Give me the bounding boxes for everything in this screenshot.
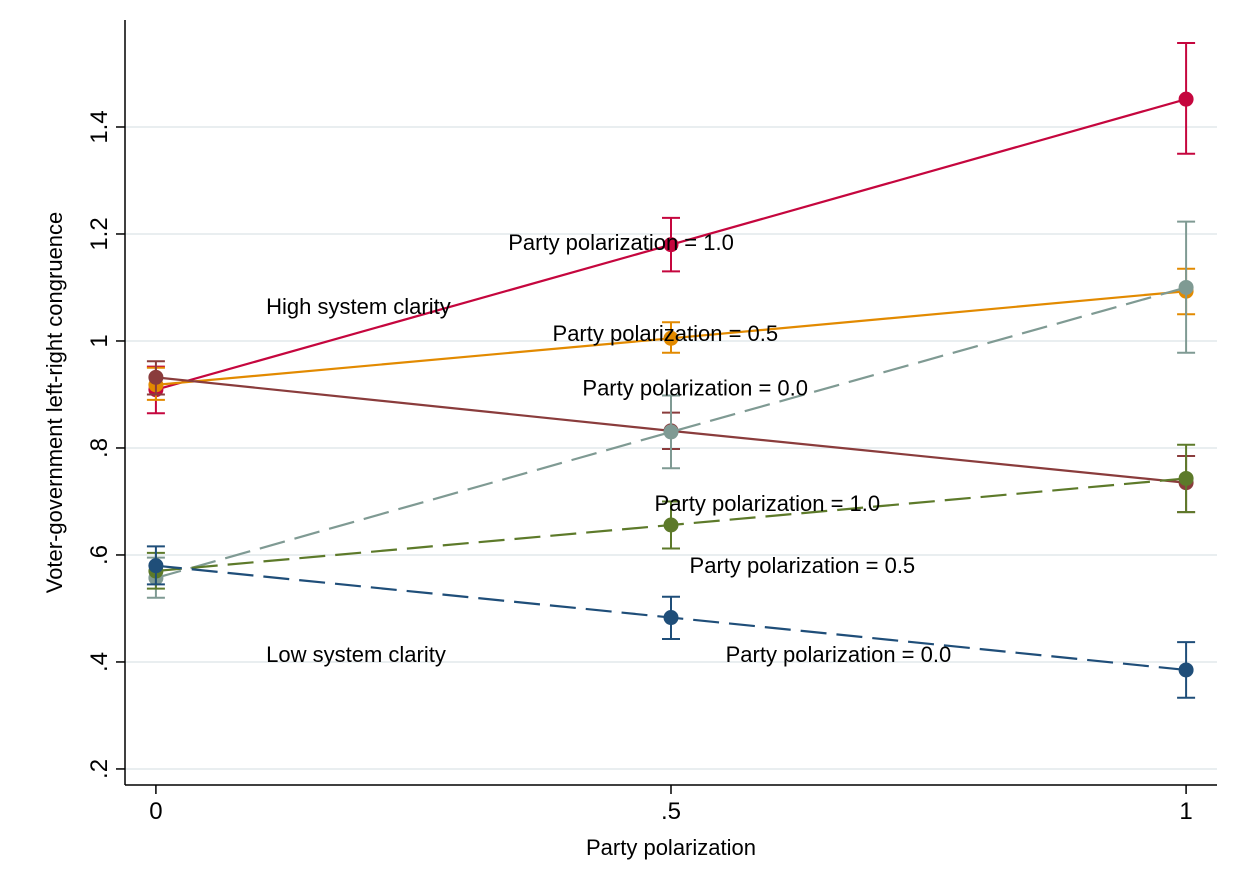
data-point — [1178, 470, 1194, 486]
data-point — [663, 237, 679, 253]
series-5 — [146, 545, 1196, 699]
data-point — [663, 517, 679, 533]
x-tick-label: 0 — [149, 798, 162, 825]
annotation-label: Low system clarity — [266, 642, 446, 667]
data-point — [663, 610, 679, 626]
y-tick-label: .6 — [86, 545, 113, 565]
annotation-label: Party polarization = 0.0 — [726, 642, 952, 667]
annotations-layer: Party polarization = 1.0 High system clar… — [266, 230, 951, 667]
y-tick-label: .8 — [86, 438, 113, 458]
y-tick-label: 1 — [86, 334, 113, 347]
series-layer — [146, 42, 1196, 699]
axes: .2 .4 .6 .8 1 1.2 1.4 0 .5 1 — [86, 20, 1217, 825]
y-tick-label: 1.2 — [86, 217, 113, 250]
annotation-label: Party polarization = 0.5 — [553, 321, 779, 346]
data-point — [1178, 91, 1194, 107]
annotation-label: Party polarization = 0.0 — [582, 376, 808, 401]
y-axis-title: Voter-government left-right congruence — [42, 212, 67, 594]
y-tick-label: .2 — [86, 759, 113, 779]
data-point — [1178, 662, 1194, 678]
x-tick-label: .5 — [661, 798, 681, 825]
annotation-label: Party polarization = 1.0 — [508, 230, 734, 255]
data-point — [1178, 279, 1194, 295]
data-point — [148, 369, 164, 385]
x-tick-label: 1 — [1179, 798, 1192, 825]
series-0 — [146, 42, 1196, 415]
x-axis-title: Party polarization — [586, 835, 756, 860]
y-tick-label: 1.4 — [86, 110, 113, 143]
annotation-label: High system clarity — [266, 294, 451, 319]
data-point — [663, 330, 679, 346]
data-point — [663, 424, 679, 440]
y-tick-label: .4 — [86, 652, 113, 672]
annotation-label: Party polarization = 0.5 — [690, 553, 916, 578]
annotation-label: Party polarization = 1.0 — [655, 491, 881, 516]
data-point — [148, 558, 164, 574]
